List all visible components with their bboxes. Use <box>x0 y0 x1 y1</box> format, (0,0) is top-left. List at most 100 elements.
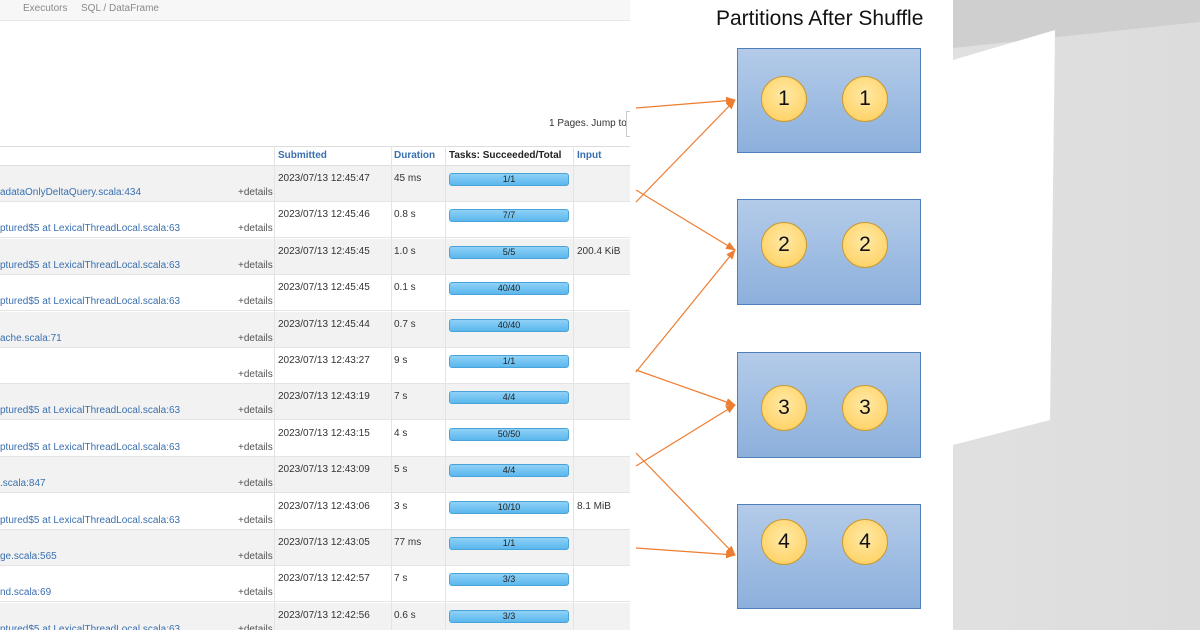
partition-circle: 2 <box>761 222 807 268</box>
stage-description-link[interactable]: ptured$5 at LexicalThreadLocal.scala:63 <box>0 441 181 453</box>
duration-cell: 7 s <box>394 391 408 403</box>
column-header-input[interactable]: Input <box>577 150 602 161</box>
details-link[interactable]: +details <box>238 551 273 562</box>
tasks-progress-bar: 7/7 <box>449 209 569 223</box>
submitted-cell: 2023/07/13 12:43:06 <box>278 500 370 512</box>
submitted-cell: 2023/07/13 12:42:56 <box>278 609 370 621</box>
table-row: ptured$5 at LexicalThreadLocal.scala:63 +… <box>0 384 630 421</box>
column-header-duration[interactable]: Duration <box>394 150 436 161</box>
nav-tab-sql-dataframe[interactable]: SQL / DataFrame <box>81 3 159 14</box>
tasks-progress-bar: 10/10 <box>449 500 569 514</box>
details-link[interactable]: +details <box>238 405 273 417</box>
partition-circle: 3 <box>761 385 807 431</box>
details-link[interactable]: +details <box>238 296 273 308</box>
pagination-label: 1 Pages. Jump to <box>549 118 627 129</box>
table-row: ptured$5 at LexicalThreadLocal.scala:63 +… <box>0 238 630 275</box>
shuffle-arrow <box>635 96 736 109</box>
tasks-progress-bar: 4/4 <box>449 391 569 405</box>
table-row: ge.scala:565 +details 2023/07/13 12:43:05 7… <box>0 530 630 566</box>
stage-description-link[interactable]: ptured$5 at LexicalThreadLocal.scala:63 <box>0 623 181 630</box>
duration-cell: 45 ms <box>394 173 422 184</box>
shuffle-arrow <box>635 547 736 559</box>
stage-description-link[interactable]: ptured$5 at LexicalThreadLocal.scala:63 <box>0 405 181 417</box>
column-header-submitted[interactable]: Submitted <box>278 150 327 161</box>
duration-cell: 5 s <box>394 464 408 476</box>
column-separator <box>391 146 392 630</box>
stage-description-link[interactable]: ptured$5 at LexicalThreadLocal.scala:63 <box>0 296 181 308</box>
submitted-cell: 2023/07/13 12:43:05 <box>278 537 370 548</box>
column-separator <box>573 146 574 630</box>
column-separator <box>445 146 446 630</box>
shuffle-arrow <box>635 452 736 556</box>
duration-cell: 4 s <box>394 427 408 439</box>
tasks-progress-bar: 4/4 <box>449 464 569 478</box>
details-link[interactable]: +details <box>238 587 273 599</box>
submitted-cell: 2023/07/13 12:45:44 <box>278 318 370 330</box>
stage-description-link[interactable]: adataOnlyDeltaQuery.scala:434 <box>0 187 142 198</box>
table-row: ache.scala:71 +details 2023/07/13 12:45:44… <box>0 311 630 348</box>
details-link[interactable]: +details <box>238 369 273 380</box>
details-link[interactable]: +details <box>238 623 273 630</box>
duration-cell: 7 s <box>394 573 408 585</box>
submitted-cell: 2023/07/13 12:45:45 <box>278 245 370 257</box>
submitted-cell: 2023/07/13 12:43:27 <box>278 355 370 366</box>
tasks-progress-bar: 5/5 <box>449 245 569 259</box>
details-link[interactable]: +details <box>238 514 273 526</box>
spark-stages-panel: Executors SQL / DataFrame 1 Pages. Jump … <box>0 3 630 630</box>
input-cell: 8.1 MiB <box>577 500 611 512</box>
tasks-progress-bar: 3/3 <box>449 573 569 587</box>
table-row: ptured$5 at LexicalThreadLocal.scala:63 +… <box>0 602 630 630</box>
stage-description-link[interactable]: ge.scala:565 <box>0 551 57 562</box>
stage-description-link[interactable]: .scala:847 <box>0 478 46 490</box>
stage-description-link[interactable]: ptured$5 at LexicalThreadLocal.scala:63 <box>0 514 181 526</box>
stage-description-link[interactable]: ptured$5 at LexicalThreadLocal.scala:63 <box>0 259 181 271</box>
stage-description-link[interactable]: ache.scala:71 <box>0 332 62 344</box>
tasks-progress-bar: 1/1 <box>449 355 569 368</box>
duration-cell: 3 s <box>394 500 408 512</box>
submitted-cell: 2023/07/13 12:42:57 <box>278 573 370 585</box>
submitted-cell: 2023/07/13 12:45:47 <box>278 173 370 184</box>
table-header-top-border <box>0 146 630 147</box>
table-header-bottom-border <box>0 165 630 166</box>
partition-circle: 1 <box>761 76 807 122</box>
partition-circle: 1 <box>842 76 888 122</box>
details-link[interactable]: +details <box>238 187 273 198</box>
slide-title: Partitions After Shuffle <box>716 7 924 30</box>
nav-tab-executors[interactable]: Executors <box>23 3 68 14</box>
shuffle-arrow <box>635 99 736 203</box>
duration-cell: 9 s <box>394 355 408 366</box>
shuffle-arrow <box>635 189 736 251</box>
stage-description-link[interactable]: ptured$5 at LexicalThreadLocal.scala:63 <box>0 223 181 235</box>
shuffle-arrow <box>635 404 736 467</box>
column-separator <box>274 146 275 630</box>
details-link[interactable]: +details <box>238 478 273 490</box>
tasks-progress-bar: 1/1 <box>449 537 569 550</box>
jump-to-page-input[interactable] <box>626 111 630 137</box>
details-link[interactable]: +details <box>238 332 273 344</box>
submitted-cell: 2023/07/13 12:43:15 <box>278 427 370 439</box>
details-link[interactable]: +details <box>238 259 273 271</box>
partition-box-2: 2 2 <box>737 199 921 305</box>
partition-box-3: 3 3 <box>737 352 921 458</box>
details-link[interactable]: +details <box>238 441 273 453</box>
table-row: .scala:847 +details 2023/07/13 12:43:09 5 s… <box>0 457 630 494</box>
submitted-cell: 2023/07/13 12:45:46 <box>278 209 370 221</box>
tasks-progress-bar: 1/1 <box>449 173 569 186</box>
shuffle-arrow <box>635 369 736 406</box>
submitted-cell: 2023/07/13 12:45:45 <box>278 282 370 294</box>
table-row: ptured$5 at LexicalThreadLocal.scala:63 +… <box>0 275 630 312</box>
tasks-progress-bar: 40/40 <box>449 318 569 332</box>
table-row: ptured$5 at LexicalThreadLocal.scala:63 +… <box>0 202 630 239</box>
details-link[interactable]: +details <box>238 223 273 235</box>
stage-description-link[interactable]: nd.scala:69 <box>0 587 52 599</box>
duration-cell: 0.1 s <box>394 282 416 294</box>
table-row: ptured$5 at LexicalThreadLocal.scala:63 +… <box>0 420 630 457</box>
tasks-progress-bar: 3/3 <box>449 609 569 623</box>
shuffle-arrow <box>635 249 736 373</box>
duration-cell: 0.8 s <box>394 209 416 221</box>
table-row: nd.scala:69 +details 2023/07/13 12:42:57 7 … <box>0 566 630 603</box>
table-row: +details 2023/07/13 12:43:27 9 s 1/1 <box>0 348 630 384</box>
submitted-cell: 2023/07/13 12:43:19 <box>278 391 370 403</box>
